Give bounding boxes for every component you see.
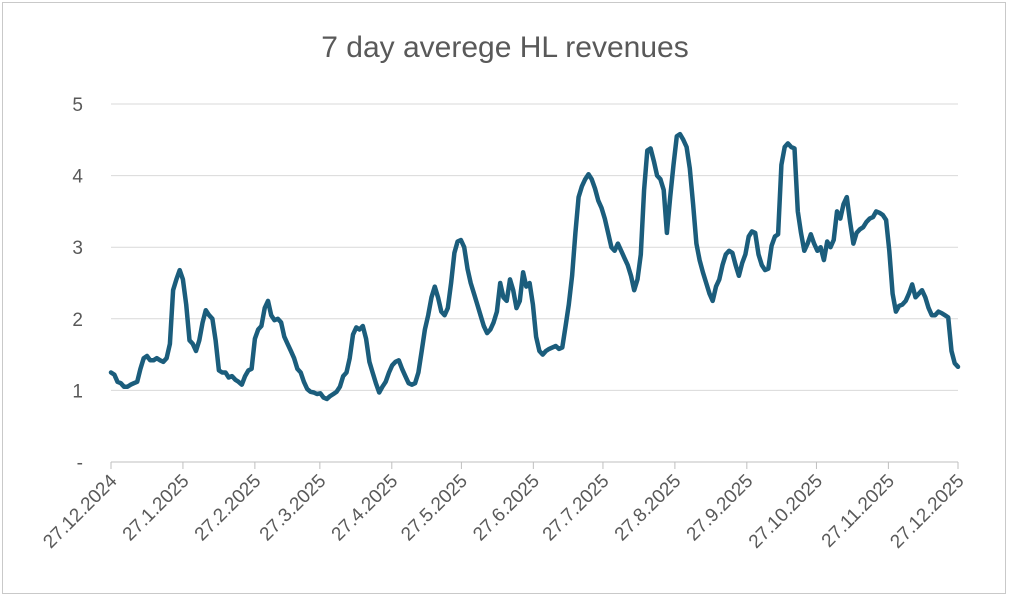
series-line-0 (108, 131, 961, 402)
x-tick-label: 27.12.2024 (39, 470, 121, 552)
x-axis-ticks: 27.12.202427.1.202527.2.202527.3.202527.… (39, 462, 969, 553)
x-tick-label: 27.7.2025 (539, 471, 614, 546)
y-tick-label: 3 (72, 238, 83, 259)
x-tick-label: 27.6.2025 (469, 471, 544, 546)
x-tick-label: 27.1.2025 (119, 471, 194, 546)
x-tick-label: 27.12.2025 (886, 471, 968, 553)
x-tick-label: 27.8.2025 (611, 471, 686, 546)
y-tick-label: 2 (72, 310, 83, 331)
y-tick-label: 5 (72, 95, 83, 116)
x-tick-label: 27.5.2025 (397, 471, 472, 546)
y-tick-label: 4 (72, 167, 83, 188)
x-tick-label: 27.10.2025 (745, 471, 827, 553)
series-layer (108, 131, 961, 402)
x-tick-label: 27.4.2025 (328, 471, 403, 546)
y-tick-label: - (77, 453, 83, 474)
x-tick-label: 27.9.2025 (683, 471, 758, 546)
x-tick-label: 27.2.2025 (191, 471, 266, 546)
x-tick-label: 27.3.2025 (256, 471, 331, 546)
y-tick-label: 1 (72, 381, 83, 402)
chart-title: 7 day averege HL revenues (321, 31, 688, 64)
y-axis-ticks: - 1 2 3 4 5 (72, 95, 83, 474)
